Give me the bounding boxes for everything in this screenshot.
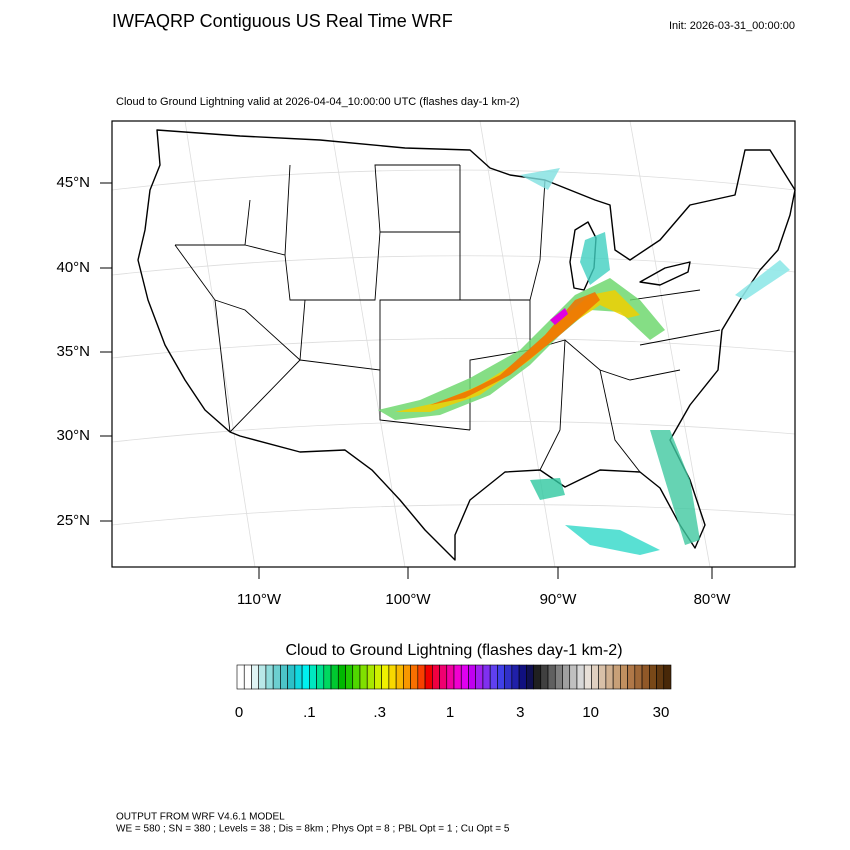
colorbar-box xyxy=(576,664,585,690)
colorbar-box xyxy=(497,664,505,690)
colorbar-box xyxy=(316,664,325,690)
colorbar-box xyxy=(663,664,672,690)
colorbar-box xyxy=(330,664,339,690)
lightning xyxy=(378,168,790,555)
footer-line: OUTPUT FROM WRF V4.6.1 MODEL xyxy=(116,812,285,823)
lat-label: 40°N xyxy=(56,259,90,276)
lon-label: 100°W xyxy=(385,591,431,608)
colorbar-box xyxy=(236,664,245,690)
map: 45°N 40°N 35°N 30°N 25°N 110°W 100°W 90°W 80°W xyxy=(56,120,796,608)
lat-label: 25°N xyxy=(56,512,90,529)
colorbar-box xyxy=(656,664,665,690)
colorbar-box xyxy=(511,664,520,690)
colorbar-box xyxy=(359,664,368,690)
colorbar-box xyxy=(446,664,455,690)
colorbar-box xyxy=(374,664,382,690)
lat-label: 35°N xyxy=(56,343,90,360)
colorbar-box xyxy=(280,664,288,690)
us-outline xyxy=(137,129,796,561)
colorbar-box xyxy=(468,664,477,690)
colorbar-box xyxy=(388,664,397,690)
map-frame xyxy=(111,120,796,568)
colorbar-box xyxy=(482,664,491,690)
colorbar-box xyxy=(591,664,599,690)
colorbar-label: .3 xyxy=(373,704,386,721)
colorbar-box xyxy=(345,664,354,690)
lon-labels: 110°W 100°W 90°W 80°W xyxy=(237,567,731,608)
colorbar-box xyxy=(251,664,259,690)
colorbar-label: .1 xyxy=(303,704,316,721)
colorbar-box xyxy=(323,664,332,690)
colorbar-box xyxy=(403,664,411,690)
lat-label: 45°N xyxy=(56,174,90,191)
colorbar-box xyxy=(620,664,628,690)
colorbar-box xyxy=(533,664,542,690)
title: IWFAQRP Contiguous US Real Time WRF xyxy=(112,11,453,31)
colorbar-box xyxy=(366,664,375,690)
colorbar-box xyxy=(612,664,621,690)
colorbar-box xyxy=(518,664,527,690)
colorbar-box xyxy=(417,664,426,690)
lon-label: 80°W xyxy=(694,591,732,608)
colorbar-box xyxy=(641,664,650,690)
colorbar-box xyxy=(381,664,390,690)
colorbar-box xyxy=(634,664,643,690)
colorbar-box xyxy=(352,664,361,690)
colorbar-label: 10 xyxy=(582,704,599,721)
colorbar-box xyxy=(526,664,534,690)
map-subtitle: Cloud to Ground Lightning valid at 2026-… xyxy=(116,96,520,108)
colorbar-box xyxy=(424,664,433,690)
colorbar-box xyxy=(431,664,440,690)
colorbar-title: Cloud to Ground Lightning (flashes day-1… xyxy=(285,642,622,659)
colorbar-box xyxy=(243,664,252,690)
colorbar-box xyxy=(439,664,448,690)
colorbar-label: 1 xyxy=(446,704,454,721)
colorbar-box xyxy=(540,664,549,690)
colorbar-box xyxy=(258,664,267,690)
colorbar-box xyxy=(337,664,346,690)
colorbar-box xyxy=(554,664,563,690)
colorbar-box xyxy=(265,664,274,690)
lat-label: 30°N xyxy=(56,427,90,444)
colorbar-box xyxy=(648,664,657,690)
init-time: Init: 2026-03-31_00:00:00 xyxy=(669,20,795,32)
colorbar-box xyxy=(301,664,310,690)
colorbar-box xyxy=(583,664,592,690)
colorbar-label: 3 xyxy=(516,704,524,721)
colorbar-box xyxy=(453,664,462,690)
colorbar-box xyxy=(475,664,484,690)
colorbar-label: 30 xyxy=(653,704,670,721)
lake-erie xyxy=(639,261,691,286)
colorbar-box xyxy=(395,664,404,690)
colorbar-box xyxy=(489,664,498,690)
colorbar-box xyxy=(562,664,571,690)
colorbar: 0 .1 .3 1 3 10 30 xyxy=(235,664,672,721)
colorbar-box xyxy=(272,664,281,690)
colorbar-box xyxy=(627,664,636,690)
colorbar-box xyxy=(598,664,607,690)
colorbar-box xyxy=(569,664,578,690)
lon-label: 110°W xyxy=(237,591,282,608)
colorbar-box xyxy=(309,664,317,690)
colorbar-box xyxy=(547,664,556,690)
footer-line: WE = 580 ; SN = 380 ; Levels = 38 ; Dis … xyxy=(116,824,510,835)
lat-labels: 45°N 40°N 35°N 30°N 25°N xyxy=(56,174,112,529)
colorbar-box xyxy=(410,664,419,690)
lon-label: 90°W xyxy=(540,591,578,608)
colorbar-box xyxy=(460,664,469,690)
colorbar-box xyxy=(504,664,513,690)
colorbar-box xyxy=(287,664,296,690)
colorbar-box xyxy=(605,664,614,690)
colorbar-label: 0 xyxy=(235,704,243,721)
colorbar-box xyxy=(294,664,303,690)
